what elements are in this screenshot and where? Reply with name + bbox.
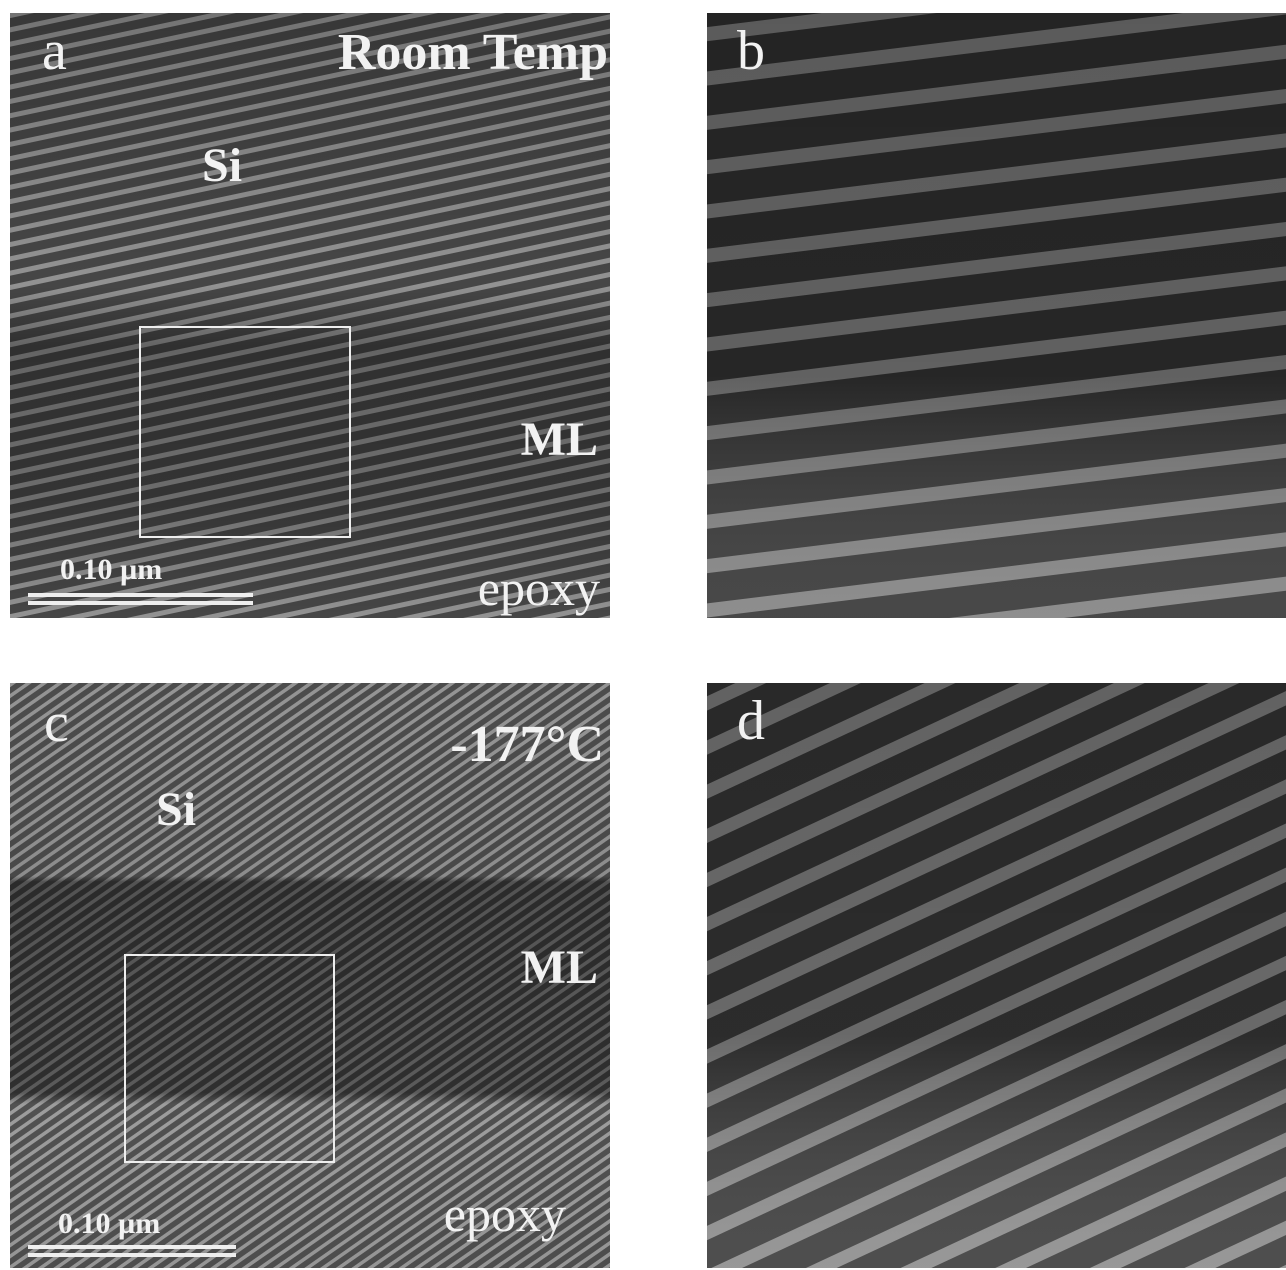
layer-label: epoxy [478, 560, 600, 616]
condition: Room Temp [338, 24, 608, 81]
panel-a: a Room Temp Si ML epoxy 0.10 µm [10, 13, 610, 618]
layer-label: ML [521, 413, 598, 466]
layer-label: ML [521, 941, 598, 994]
shading [707, 683, 1286, 1268]
layer-label: Si [156, 783, 196, 836]
page: a Room Temp Si ML epoxy 0.10 µm b c -177… [0, 0, 1286, 1270]
panel-label: d [737, 690, 765, 752]
shading [707, 13, 1286, 618]
condition: -177°C [450, 716, 604, 773]
scale-bar-label: 0.10 µm [60, 553, 162, 586]
shading [10, 13, 610, 618]
layer-label: epoxy [444, 1186, 566, 1242]
scale-bar [28, 1253, 236, 1257]
panel-d: d [707, 683, 1286, 1268]
panel-b: b [707, 13, 1286, 618]
panel-label: c [44, 692, 69, 754]
scale-bar [28, 601, 253, 605]
panel-label: b [737, 20, 765, 82]
panel-label: a [42, 20, 67, 82]
scale-bar [28, 593, 253, 597]
scale-bar [28, 1245, 236, 1249]
panel-c: c -177°C Si ML epoxy 0.10 µm [10, 683, 610, 1268]
layer-label: Si [202, 139, 242, 192]
scale-bar-label: 0.10 µm [58, 1207, 160, 1240]
